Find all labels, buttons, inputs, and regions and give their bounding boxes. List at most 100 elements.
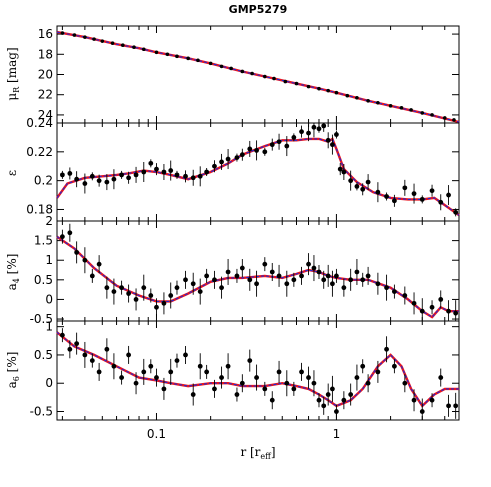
data-point	[96, 369, 102, 375]
data-point	[208, 61, 213, 66]
data-point	[316, 397, 322, 403]
y-ticks: -0.5 0 0.5 1 1.5 2	[30, 214, 459, 326]
data-point	[234, 155, 240, 160]
model-curve-red	[56, 331, 459, 408]
data-point	[354, 184, 360, 189]
data-point	[190, 281, 196, 287]
data-point	[212, 277, 217, 283]
panel-mu: 16 18 20 22 24 μR [mag]	[5, 25, 460, 124]
data-point	[247, 277, 253, 283]
data-point	[74, 249, 80, 255]
data-point	[174, 358, 180, 363]
data-point	[376, 100, 380, 105]
data-point	[168, 293, 174, 298]
data-point	[365, 273, 371, 279]
data-point	[67, 230, 73, 236]
data-point	[154, 50, 159, 55]
data-point	[190, 175, 196, 181]
panel-frame	[56, 122, 460, 222]
data-point	[284, 380, 290, 386]
data-point	[133, 172, 139, 178]
data-point	[89, 273, 95, 279]
data-point	[250, 71, 254, 76]
data-point	[446, 192, 451, 198]
data-point	[311, 124, 317, 130]
data-point	[174, 172, 180, 178]
data-point	[306, 261, 311, 267]
data-point	[299, 273, 304, 279]
data-point	[225, 156, 231, 162]
data-point	[234, 392, 240, 397]
data-point	[219, 375, 224, 380]
data-point	[284, 143, 290, 149]
data-point	[174, 285, 180, 291]
data-point	[375, 369, 381, 375]
data-point	[316, 269, 322, 275]
panel-frame	[56, 320, 460, 421]
data-point	[225, 363, 231, 369]
data-point	[341, 397, 347, 403]
y-tick-label: 0.5	[34, 273, 53, 287]
data-points	[59, 123, 459, 217]
model-curve-red	[56, 30, 460, 124]
data-points	[59, 223, 459, 321]
data-point	[186, 56, 190, 61]
y-ticks: 16 18 20 22 24	[38, 26, 459, 123]
data-point	[133, 297, 139, 302]
data-point	[334, 273, 339, 279]
panel-frame	[56, 220, 460, 322]
data-point	[111, 289, 117, 294]
data-point	[212, 386, 217, 392]
data-point	[141, 285, 147, 291]
data-point	[306, 375, 311, 380]
data-point	[365, 179, 371, 185]
data-point	[148, 363, 154, 369]
data-point	[197, 173, 203, 179]
y-ticks: -0.5 0 0.5 1	[30, 320, 459, 420]
data-point	[330, 386, 335, 392]
data-point	[269, 397, 275, 403]
data-point	[411, 300, 417, 306]
data-point	[291, 386, 297, 392]
data-point	[348, 392, 354, 397]
data-point	[276, 369, 282, 375]
data-point	[72, 33, 77, 37]
data-point	[399, 106, 404, 110]
data-point	[119, 375, 125, 380]
y-tick-label: 0.5	[34, 348, 53, 362]
data-point	[330, 142, 335, 148]
x-tick-label: 0.1	[147, 427, 166, 441]
data-point	[316, 126, 322, 132]
data-point	[196, 58, 200, 63]
data-point	[111, 176, 117, 182]
data-point	[334, 90, 339, 95]
data-point	[219, 64, 224, 69]
data-point	[165, 52, 170, 57]
y-axis-label: μR [mag]	[5, 47, 21, 100]
data-point	[446, 308, 451, 314]
data-point	[175, 54, 179, 59]
data-point	[59, 172, 65, 178]
y-axis-label: ε	[5, 170, 19, 176]
data-point	[354, 375, 360, 380]
data-point	[291, 277, 297, 283]
data-point	[225, 269, 231, 275]
data-point	[334, 409, 339, 414]
data-point	[262, 149, 268, 155]
data-point	[96, 261, 102, 267]
data-point	[325, 392, 331, 397]
data-point	[384, 346, 389, 352]
data-point	[132, 45, 136, 50]
y-tick-label: 0.22	[26, 145, 53, 159]
data-point	[92, 37, 96, 41]
data-point	[183, 173, 188, 179]
data-point	[294, 81, 299, 86]
data-point	[204, 169, 210, 175]
data-point	[219, 159, 224, 165]
model-curves	[56, 235, 459, 319]
data-point	[126, 175, 132, 181]
data-point	[269, 142, 275, 148]
model-curve-blue	[56, 138, 460, 216]
panel-a4: -0.5 0 0.5 1 1.5 2 a4 [%]	[5, 214, 460, 326]
